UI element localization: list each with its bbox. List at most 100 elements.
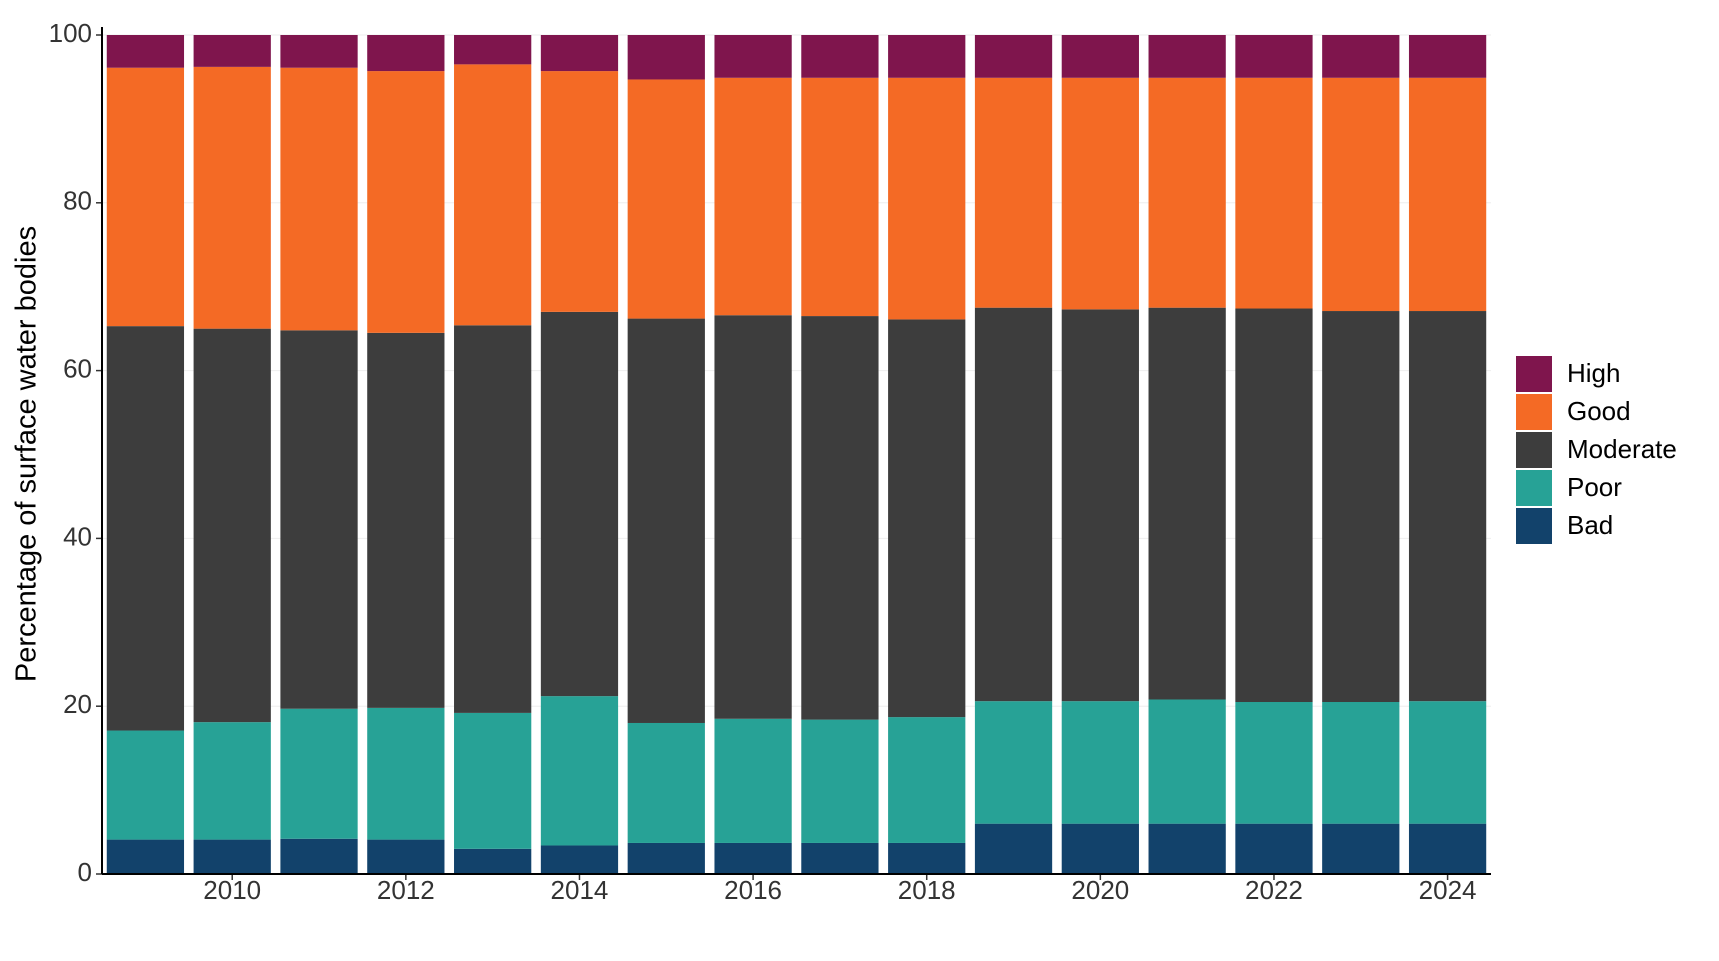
bar-segment	[193, 66, 271, 329]
bar-segment	[974, 77, 1053, 308]
y-axis-label: Percentage of surface water bodies	[11, 226, 43, 682]
bar-segment	[193, 35, 271, 67]
bar-segment	[367, 332, 445, 708]
bar-segment	[193, 722, 271, 840]
bar-segment	[714, 35, 792, 78]
bar-segment	[454, 35, 532, 65]
y-tick-label: 0	[78, 857, 92, 887]
legend-label: High	[1567, 358, 1620, 388]
x-tick-label: 2022	[1245, 875, 1303, 905]
bar-segment	[106, 326, 185, 731]
bar-segment	[974, 35, 1053, 78]
bar-segment	[1322, 823, 1400, 874]
bar-segment	[627, 35, 705, 80]
legend-swatch	[1516, 470, 1552, 506]
bar-segment	[974, 823, 1053, 874]
legend-label: Poor	[1567, 472, 1622, 502]
bar-segment	[1061, 701, 1139, 824]
y-tick-label: 20	[63, 689, 92, 719]
bar-segment	[1408, 823, 1487, 874]
bar-segment	[106, 67, 185, 327]
bar-segment	[1235, 77, 1313, 309]
legend-label: Moderate	[1567, 434, 1677, 464]
bar-segment	[1061, 35, 1139, 78]
bar-segment	[627, 79, 705, 319]
bar-segment	[540, 311, 619, 697]
x-tick-label: 2018	[898, 875, 956, 905]
bar-segment	[888, 717, 966, 843]
bar-segment	[801, 719, 879, 843]
x-tick-label: 2010	[203, 875, 261, 905]
bar-segment	[1322, 311, 1400, 703]
bar-segment	[801, 316, 879, 720]
x-tick-label: 2014	[551, 875, 609, 905]
legend-swatch	[1516, 432, 1552, 468]
bar-segment	[454, 848, 532, 874]
bar-segment	[888, 35, 966, 78]
bar-segment	[627, 842, 705, 874]
x-tick-label: 2024	[1419, 875, 1477, 905]
bar-segment	[974, 701, 1053, 824]
y-tick-label: 100	[49, 18, 92, 48]
bar-segment	[280, 67, 358, 331]
bar-segment	[1148, 823, 1226, 874]
y-tick-label: 40	[63, 521, 92, 551]
bar-segment	[193, 328, 271, 723]
bar-segment	[1408, 77, 1487, 312]
bar-segment	[1148, 77, 1226, 308]
legend-swatch	[1516, 394, 1552, 430]
bar-segment	[280, 35, 358, 68]
bar-segment	[280, 330, 358, 709]
x-tick-label: 2020	[1071, 875, 1129, 905]
bar-segment	[540, 845, 619, 874]
bar-segment	[367, 35, 445, 72]
bar-segment	[627, 318, 705, 723]
bar-segment	[540, 696, 619, 846]
bar-segment	[106, 35, 185, 68]
legend-label: Good	[1567, 396, 1631, 426]
bar-segment	[540, 35, 619, 72]
bar-segment	[888, 77, 966, 320]
bar-segment	[888, 319, 966, 718]
bar-segment	[540, 71, 619, 312]
bar-segment	[1235, 35, 1313, 78]
bar-segment	[1148, 35, 1226, 78]
bar-segment	[367, 71, 445, 333]
y-tick-label: 60	[63, 353, 92, 383]
bar-segment	[367, 839, 445, 874]
bar-segment	[367, 707, 445, 840]
bar-segment	[1322, 35, 1400, 78]
bar-segment	[801, 35, 879, 78]
bar-segment	[1061, 823, 1139, 874]
bar-segment	[714, 77, 792, 316]
bar-segment	[454, 64, 532, 326]
bar-segment	[714, 842, 792, 874]
bar-segment	[1322, 77, 1400, 312]
bar-segment	[193, 839, 271, 874]
bar-segment	[106, 839, 185, 874]
y-tick-label: 80	[63, 186, 92, 216]
bar-segment	[1408, 701, 1487, 824]
bar-segment	[1235, 823, 1313, 874]
bar-segment	[1061, 309, 1139, 702]
bar-segment	[106, 730, 185, 840]
bar-segment	[1148, 307, 1226, 700]
bar-segment	[1235, 308, 1313, 703]
bar-segment	[888, 842, 966, 874]
bar-segment	[1322, 702, 1400, 824]
legend-swatch	[1516, 356, 1552, 392]
bar-segment	[714, 315, 792, 719]
bar-segment	[454, 325, 532, 713]
bar-segment	[627, 722, 705, 843]
bar-segment	[1408, 311, 1487, 702]
bar-segment	[1148, 699, 1226, 824]
bar-segment	[801, 842, 879, 874]
bar-segment	[280, 838, 358, 874]
bar-segment	[1235, 702, 1313, 824]
bar-segment	[974, 307, 1053, 702]
bar-segment	[1061, 77, 1139, 310]
bar-segment	[454, 712, 532, 849]
x-tick-label: 2016	[724, 875, 782, 905]
bar-segment	[280, 708, 358, 839]
